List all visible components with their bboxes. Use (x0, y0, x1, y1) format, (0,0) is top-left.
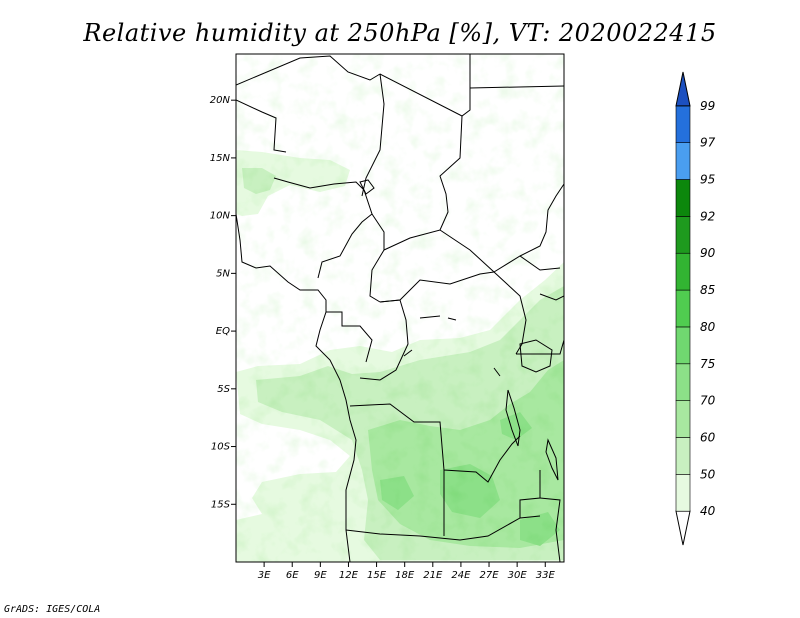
border-algeria-niger (236, 55, 381, 86)
colorbar-label: 40 (700, 504, 716, 518)
x-tick-label: 9E (314, 570, 327, 581)
colorbar-label: 97 (700, 136, 716, 150)
colorbar-label: 60 (700, 430, 716, 444)
border-kenya (539, 293, 564, 301)
border-egypt-sudan (469, 85, 564, 89)
colorbar-segment (675, 179, 691, 217)
coastlines (236, 179, 559, 562)
y-tick-label: 5N (216, 268, 230, 279)
y-tick-label: 5S (217, 384, 230, 395)
colorbar-label: 95 (700, 173, 715, 187)
border-niger-chad (361, 73, 385, 197)
colorbar-segment (675, 400, 691, 438)
colorbar-label: 70 (700, 394, 716, 408)
colorbar-segment (675, 289, 691, 328)
humidity-texture (236, 54, 564, 562)
border-mali-niger (236, 99, 287, 153)
colorbar-segment (675, 474, 691, 512)
colorbar: 40 50 60 70 75 80 85 90 92 95 97 99 (675, 71, 716, 546)
coast-west-africa (236, 213, 357, 562)
y-tick-label: 15S (211, 499, 231, 510)
colorbar-label: 80 (700, 320, 716, 334)
colorbar-segment (675, 363, 691, 401)
congo-river-marks (403, 315, 501, 377)
lake-chad (359, 179, 375, 195)
colorbar-segment (675, 216, 691, 254)
border-angola-drc (349, 403, 521, 483)
colorbar-segment (675, 252, 691, 291)
x-tick-label: 21E (423, 570, 443, 581)
y-tick-label: 15N (210, 153, 231, 164)
x-tick-label: 24E (451, 570, 471, 581)
y-tick-label: EQ (216, 326, 230, 337)
colorbar-label: 99 (700, 99, 715, 113)
border-niger-south (273, 177, 365, 191)
colorbar-upper-arrow (675, 71, 691, 107)
colorbar-label: 75 (700, 357, 715, 371)
border-south-sudan (493, 255, 561, 273)
x-tick-label: 30E (508, 570, 528, 581)
x-tick-label: 27E (480, 570, 500, 581)
border-mozambique (539, 497, 561, 562)
border-tanzania (516, 339, 564, 355)
border-congo-gabon (326, 311, 373, 363)
x-tick-label: 12E (339, 570, 359, 581)
colorbar-segment (675, 105, 691, 143)
x-axis: 3E 6E 9E 12E 15E 18E 21E 24E 27E 30E 33E (258, 562, 556, 581)
y-tick-label: 10N (210, 211, 231, 222)
y-axis: 20N 15N 10N 5N EQ 5S 10S 15S (210, 95, 236, 510)
y-tick-label: 20N (210, 95, 231, 106)
humidity-field (236, 54, 564, 562)
lake-victoria (519, 339, 553, 373)
map-panel (236, 54, 564, 562)
border-sudan-ethiopia (519, 183, 564, 257)
lake-malawi (545, 438, 559, 481)
grads-credit: GrADS: IGES/COLA (4, 604, 100, 615)
map-frame (235, 53, 565, 563)
border-zambia-tz (519, 470, 541, 518)
border-congo-drc (359, 299, 409, 381)
lake-tanganyika (505, 389, 521, 447)
colorbar-segment (675, 142, 691, 180)
colorbar-label: 90 (700, 246, 716, 260)
border-car-chad (383, 229, 495, 273)
border-cameroon-car (369, 213, 385, 303)
x-tick-label: 15E (367, 570, 387, 581)
border-chad-sudan (439, 115, 463, 231)
colorbar-label: 85 (700, 283, 715, 297)
x-tick-label: 18E (395, 570, 415, 581)
border-libya-sudan (379, 54, 471, 117)
country-borders (236, 54, 564, 562)
colorbar-segment (675, 326, 691, 365)
colorbar-label: 50 (700, 467, 716, 481)
y-tick-label: 10S (211, 442, 231, 453)
colorbar-label: 92 (700, 209, 715, 223)
x-tick-label: 6E (286, 570, 299, 581)
x-tick-label: 3E (258, 570, 271, 581)
x-tick-label: 33E (536, 570, 556, 581)
colorbar-lower-arrow (675, 510, 691, 546)
colorbar-segment (675, 437, 691, 475)
chart-title: Relative humidity at 250hPa [%], VT: 202… (82, 19, 716, 47)
